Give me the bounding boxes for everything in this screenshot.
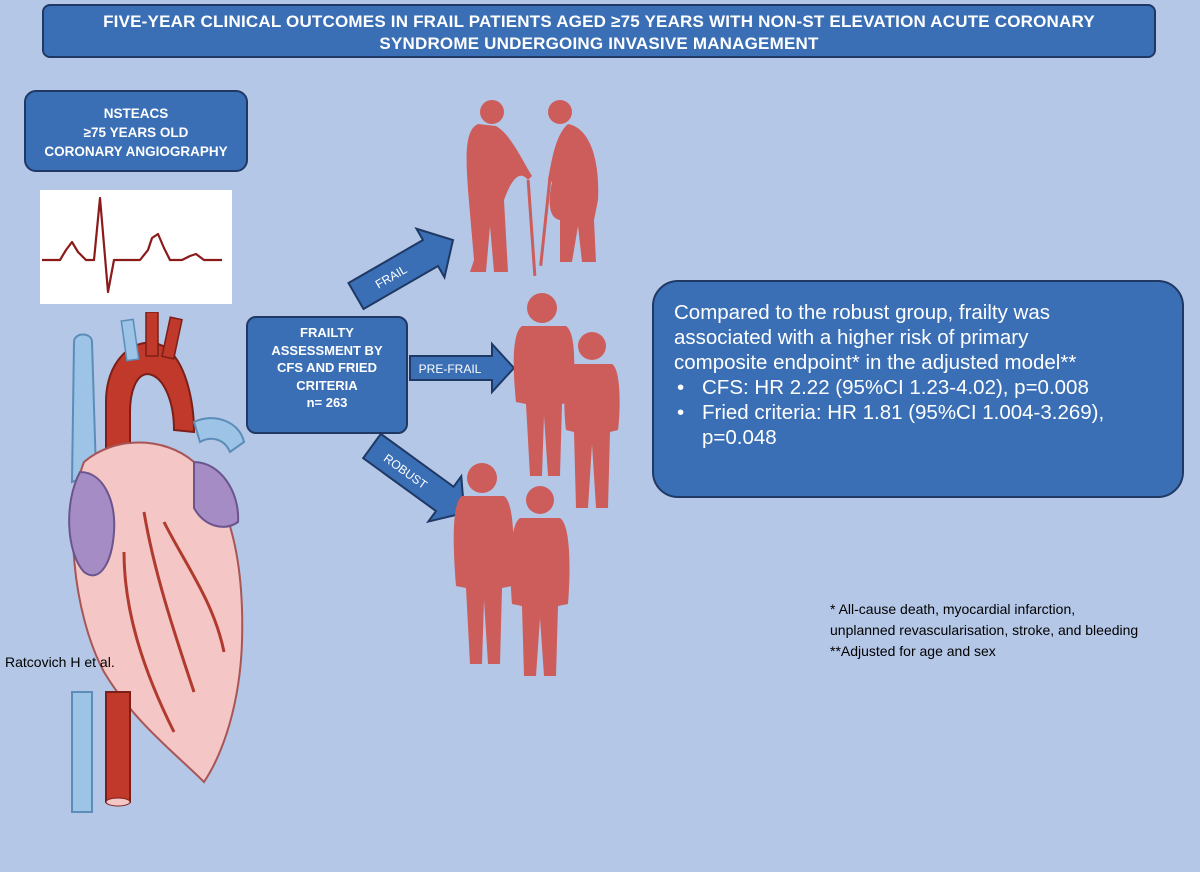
prefrail-woman-icon	[513, 293, 575, 476]
arrows-layer: FRAIL PRE-FRAIL ROBUST	[347, 227, 516, 524]
population-box: NSTEACS ≥75 YEARS OLD CORONARY ANGIOGRAP…	[24, 90, 248, 172]
result-line-3: composite endpoint* in the adjusted mode…	[674, 351, 1077, 374]
ecg-image	[40, 190, 232, 304]
result-line-1: Compared to the robust group, frailty wa…	[674, 301, 1051, 324]
robust-man-icon	[510, 486, 570, 676]
prefrail-arrow-label: PRE-FRAIL	[419, 362, 482, 376]
result-bullet-1: CFS: HR 2.22 (95%CI 1.23-4.02), p=0.008	[674, 375, 1164, 400]
title-banner: FIVE-YEAR CLINICAL OUTCOMES IN FRAIL PAT…	[42, 4, 1156, 58]
frail-arrow: FRAIL	[347, 227, 455, 311]
frail-man-icon	[466, 100, 537, 276]
ecg-trace-icon	[42, 196, 222, 294]
result-bullet-2-line-2: p=0.048	[702, 426, 777, 449]
assessment-line-2: ASSESSMENT BY	[271, 342, 383, 358]
frailty-assessment-box: FRAILTY ASSESSMENT BY CFS AND FRIED CRIT…	[246, 316, 408, 434]
robust-woman-icon	[453, 463, 514, 664]
result-line-2: associated with a higher risk of primary	[674, 326, 1029, 349]
title-line-2: SYNDROME UNDERGOING INVASIVE MANAGEMENT	[379, 34, 819, 53]
assessment-line-1: FRAILTY	[300, 325, 354, 340]
population-line-2: ≥75 YEARS OLD	[83, 125, 189, 140]
result-bullet-2: Fried criteria: HR 1.81 (95%CI 1.004-3.2…	[674, 400, 1164, 450]
result-bullet-2-line-1: Fried criteria: HR 1.81 (95%CI 1.004-3.2…	[702, 401, 1105, 424]
assessment-line-3: CFS AND FRIED	[277, 360, 377, 375]
figures-layer	[453, 100, 620, 676]
frail-woman-icon	[539, 100, 599, 266]
footnote-line-2: unplanned revascularisation, stroke, and…	[830, 622, 1139, 638]
population-line-3: CORONARY ANGIOGRAPHY	[44, 144, 228, 159]
title-line-1: FIVE-YEAR CLINICAL OUTCOMES IN FRAIL PAT…	[103, 12, 1095, 31]
footnote-line-1: * All-cause death, myocardial infarction…	[830, 601, 1076, 617]
assessment-line-4: CRITERIA	[296, 377, 358, 393]
population-line-1: NSTEACS	[103, 106, 169, 121]
result-list: CFS: HR 2.22 (95%CI 1.23-4.02), p=0.008 …	[674, 375, 1164, 450]
prefrail-arrow: PRE-FRAIL	[409, 341, 516, 395]
footnotes: * All-cause death, myocardial infarction…	[830, 599, 1138, 662]
footnote-line-3: **Adjusted for age and sex	[830, 643, 996, 659]
result-box: Compared to the robust group, frailty wa…	[652, 280, 1184, 498]
prefrail-man-icon	[564, 332, 620, 508]
assessment-line-5: n= 263	[306, 395, 348, 410]
author-credit: Ratcovich H et al.	[5, 654, 115, 670]
